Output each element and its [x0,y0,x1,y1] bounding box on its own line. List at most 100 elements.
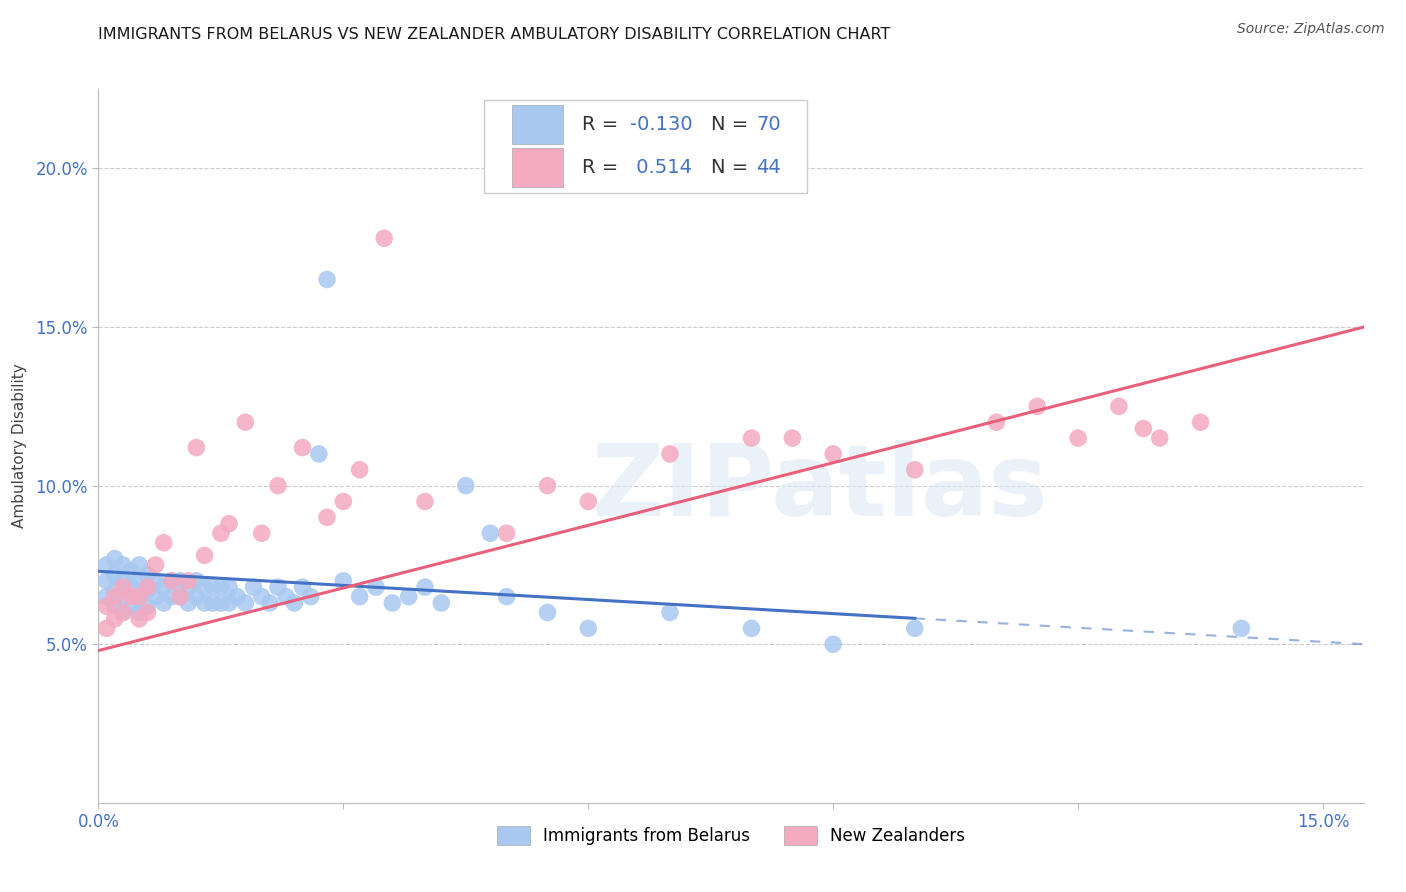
Point [152,535,174,549]
Point [104,567,127,582]
Point [495,590,517,604]
Point [536,478,558,492]
Point [152,580,174,594]
Text: IMMIGRANTS FROM BELARUS VS NEW ZEALANDER AMBULATORY DISABILITY CORRELATION CHART: IMMIGRANTS FROM BELARUS VS NEW ZEALANDER… [98,27,891,42]
Point [242,580,264,594]
Text: 44: 44 [756,158,782,177]
Point [145,590,167,604]
Point [177,574,200,588]
Point [111,606,134,620]
Point [413,494,436,508]
Point [160,590,183,604]
Point [128,574,150,588]
Point [495,526,517,541]
Point [209,580,232,594]
Text: R =: R = [582,158,624,177]
Point [536,606,558,620]
Point [349,590,371,604]
Point [250,526,273,541]
Point [145,558,167,572]
Point [128,590,150,604]
Point [120,564,142,578]
Point [1108,400,1130,414]
Point [250,590,273,604]
Text: N =: N = [711,158,755,177]
Point [111,574,134,588]
Point [1067,431,1090,445]
Point [782,431,804,445]
Point [169,590,191,604]
Point [316,272,339,286]
Point [104,612,127,626]
Point [201,596,224,610]
Point [332,494,354,508]
Point [823,447,845,461]
Point [104,551,127,566]
Point [128,558,150,572]
Point [986,415,1008,429]
Legend: Immigrants from Belarus, New Zealanders: Immigrants from Belarus, New Zealanders [484,813,979,859]
Point [1230,621,1253,635]
FancyBboxPatch shape [484,100,807,193]
Text: 70: 70 [756,115,782,134]
Point [235,596,257,610]
Point [169,590,191,604]
Point [96,590,118,604]
Point [218,580,240,594]
Point [741,431,763,445]
Point [120,599,142,614]
Point [193,549,215,563]
Point [1149,431,1171,445]
Point [373,231,395,245]
Point [136,567,159,582]
Point [381,596,404,610]
Point [96,574,118,588]
Point [104,599,127,614]
Y-axis label: Ambulatory Disability: Ambulatory Disability [13,364,27,528]
Point [454,478,477,492]
FancyBboxPatch shape [512,148,562,187]
Point [120,590,142,604]
Point [658,606,681,620]
Point [104,590,127,604]
Point [111,590,134,604]
Point [430,596,453,610]
Point [267,478,290,492]
Point [136,580,159,594]
Point [111,580,134,594]
Point [904,463,927,477]
Text: 0.514: 0.514 [630,158,692,177]
Point [136,583,159,598]
Point [111,606,134,620]
Point [145,574,167,588]
Point [823,637,845,651]
Point [104,583,127,598]
Point [96,558,118,572]
Point [276,590,298,604]
Point [186,574,208,588]
Point [364,580,387,594]
Point [201,580,224,594]
Point [349,463,371,477]
Point [218,516,240,531]
Point [128,590,150,604]
Point [576,621,599,635]
Text: N =: N = [711,115,755,134]
Point [128,606,150,620]
Point [218,596,240,610]
Point [308,447,330,461]
Point [160,574,183,588]
Point [209,526,232,541]
Point [1189,415,1212,429]
Point [193,580,215,594]
Point [291,441,314,455]
Point [96,621,118,635]
Point [1132,421,1154,435]
Point [186,590,208,604]
Point [259,596,281,610]
Point [209,596,232,610]
Point [904,621,927,635]
Point [235,415,257,429]
Point [316,510,339,524]
Point [332,574,354,588]
